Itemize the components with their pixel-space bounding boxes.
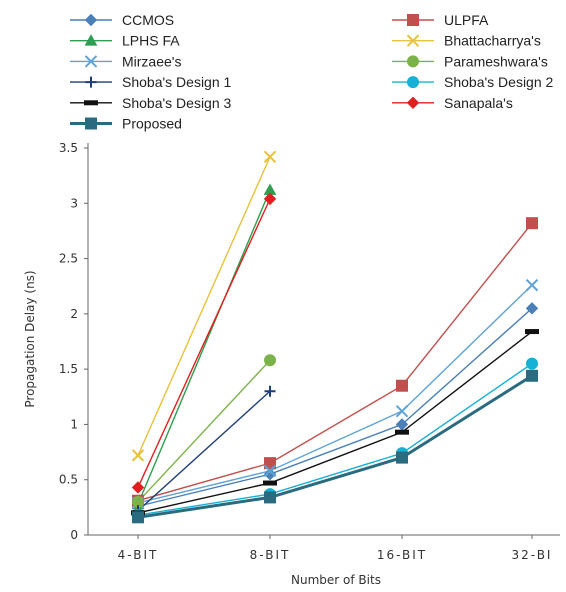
data-point-proposed — [396, 451, 408, 464]
legend-item-bhattacharrya-s: Bhattacharrya's — [392, 33, 541, 49]
y-tick-label: 0 — [70, 528, 78, 542]
series-line-sanapala-s — [137, 198, 271, 488]
legend-label: Mirzaee's — [122, 53, 181, 69]
data-point-proposed — [264, 491, 276, 504]
series-line-shoba-s-design-2 — [137, 363, 533, 516]
legend-marker — [407, 76, 419, 89]
data-point-shoba-s-design-3 — [525, 329, 539, 335]
y-tick-label: 1 — [70, 417, 78, 431]
legend-item-parameshwara-s: Parameshwara's — [392, 53, 548, 69]
legend-label: Parameshwara's — [444, 53, 548, 69]
y-tick-label: 0.5 — [59, 473, 78, 487]
data-point-ulpfa — [526, 217, 538, 230]
legend: CCMOS ULPFA LPHS FA Bhattacharrya's Mirzaee'… — [70, 12, 554, 132]
y-tick-label: 3 — [70, 196, 78, 210]
x-ticks: 4-BIT 8-BIT 16-BIT 32-BI — [118, 535, 553, 562]
data-point-ulpfa — [264, 457, 276, 470]
data-point-parameshwara-s — [264, 354, 276, 367]
legend-marker — [85, 117, 97, 130]
legend-marker — [406, 96, 420, 110]
x-tick-label: 16-BIT — [377, 548, 427, 562]
series-line-shoba-s-design-1 — [137, 390, 271, 512]
data-point-bhattacharrya-s — [263, 150, 277, 164]
legend-label: Sanapala's — [444, 95, 513, 111]
series-line-proposed — [137, 374, 533, 519]
legend-marker — [84, 100, 98, 106]
series-line-ulpfa — [137, 222, 533, 502]
legend-marker — [406, 34, 420, 47]
x-tick-label: 32-BI — [512, 548, 553, 562]
data-point-mirzaee-s — [395, 404, 409, 418]
series-line-shoba-s-design-3 — [137, 330, 533, 514]
series-line-ccmos — [137, 307, 533, 507]
legend-item-lphs-fa: LPHS FA — [70, 33, 180, 49]
legend-label: ULPFA — [444, 12, 489, 28]
x-axis-title: Number of Bits — [291, 573, 381, 587]
legend-label: Shoba's Design 2 — [444, 74, 554, 90]
data-point-ulpfa — [396, 379, 408, 392]
series-markers — [131, 150, 539, 524]
data-point-shoba-s-design-1 — [264, 385, 276, 397]
data-point-mirzaee-s — [263, 464, 277, 478]
legend-item-shoba-s-design-3: Shoba's Design 3 — [70, 95, 232, 111]
data-point-sanapala-s — [263, 192, 277, 206]
legend-label: Proposed — [122, 116, 182, 132]
legend-label: Shoba's Design 3 — [122, 95, 232, 111]
x-tick-label: 4-BIT — [118, 548, 159, 562]
legend-label: Bhattacharrya's — [444, 33, 541, 49]
legend-marker — [407, 55, 419, 68]
y-tick-label: 2.5 — [59, 252, 78, 266]
legend-item-proposed: Proposed — [70, 116, 182, 132]
data-point-shoba-s-design-2 — [526, 357, 538, 370]
data-point-shoba-s-design-3 — [263, 480, 277, 486]
series-line-lphs-fa — [137, 189, 271, 505]
y-tick-label: 3.5 — [59, 141, 78, 155]
data-point-bhattacharrya-s — [131, 449, 145, 462]
series-lines — [137, 156, 533, 519]
y-tick-label: 1.5 — [59, 362, 78, 376]
legend-item-ulpfa: ULPFA — [392, 12, 489, 28]
legend-marker — [84, 13, 98, 27]
legend-label: LPHS FA — [122, 33, 180, 49]
data-point-ccmos — [525, 302, 539, 315]
y-ticks: 0 0.5 1 1.5 2 2.5 3 3.5 — [59, 141, 88, 542]
legend-marker — [84, 55, 98, 68]
legend-marker — [84, 34, 98, 46]
legend-label: Shoba's Design 1 — [122, 74, 232, 90]
data-point-proposed — [132, 511, 144, 524]
legend-item-mirzaee-s: Mirzaee's — [70, 53, 181, 69]
y-tick-label: 2 — [70, 307, 78, 321]
y-axis-title: Propagation Delay (ns) — [23, 270, 37, 407]
legend-item-sanapala-s: Sanapala's — [392, 95, 513, 111]
data-point-ccmos — [263, 467, 277, 481]
legend-item-shoba-s-design-2: Shoba's Design 2 — [392, 74, 554, 90]
legend-item-shoba-s-design-1: Shoba's Design 1 — [70, 74, 232, 90]
x-tick-label: 8-BIT — [250, 548, 291, 562]
data-point-proposed — [526, 369, 538, 382]
legend-label: CCMOS — [122, 12, 174, 28]
data-point-shoba-s-design-3 — [395, 429, 409, 435]
series-line-bhattacharrya-s — [137, 156, 271, 456]
data-point-sanapala-s — [131, 481, 145, 494]
plot-area: 0 0.5 1 1.5 2 2.5 3 3.5 4-BIT 8-BIT 16-BIT 32-BI — [59, 141, 560, 562]
series-line-mirzaee-s — [137, 284, 533, 504]
legend-marker — [407, 14, 419, 26]
data-point-mirzaee-s — [525, 278, 539, 292]
legend-item-ccmos: CCMOS — [70, 12, 174, 28]
series-line-parameshwara-s — [137, 359, 271, 503]
legend-marker — [85, 76, 97, 88]
